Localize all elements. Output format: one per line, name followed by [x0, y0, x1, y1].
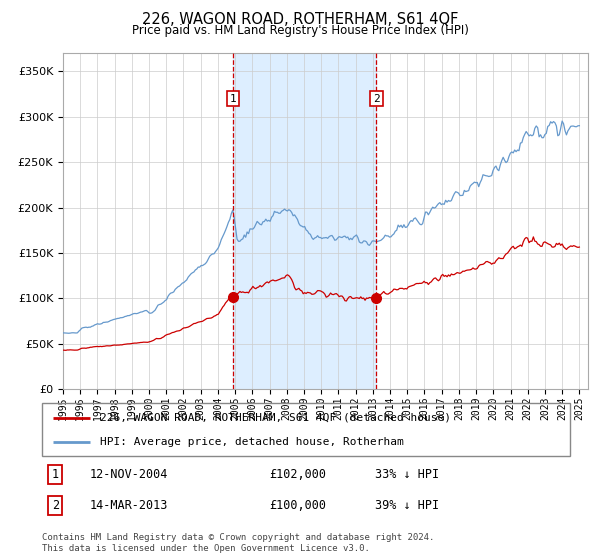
Text: 14-MAR-2013: 14-MAR-2013	[89, 499, 168, 512]
Text: Price paid vs. HM Land Registry's House Price Index (HPI): Price paid vs. HM Land Registry's House …	[131, 24, 469, 37]
Text: 39% ↓ HPI: 39% ↓ HPI	[374, 499, 439, 512]
Text: £102,000: £102,000	[269, 468, 326, 481]
Text: 1: 1	[52, 468, 59, 481]
Bar	[233, 53, 376, 389]
Text: 2: 2	[52, 499, 59, 512]
Text: 33% ↓ HPI: 33% ↓ HPI	[374, 468, 439, 481]
Text: HPI: Average price, detached house, Rotherham: HPI: Average price, detached house, Roth…	[100, 437, 404, 447]
Text: 226, WAGON ROAD, ROTHERHAM, S61 4QF: 226, WAGON ROAD, ROTHERHAM, S61 4QF	[142, 12, 458, 27]
Text: 2: 2	[373, 94, 380, 104]
Text: 1: 1	[230, 94, 236, 104]
Text: 12-NOV-2004: 12-NOV-2004	[89, 468, 168, 481]
Text: Contains HM Land Registry data © Crown copyright and database right 2024.
This d: Contains HM Land Registry data © Crown c…	[42, 533, 434, 553]
Text: 226, WAGON ROAD, ROTHERHAM, S61 4QF (detached house): 226, WAGON ROAD, ROTHERHAM, S61 4QF (det…	[100, 413, 451, 423]
Text: £100,000: £100,000	[269, 499, 326, 512]
